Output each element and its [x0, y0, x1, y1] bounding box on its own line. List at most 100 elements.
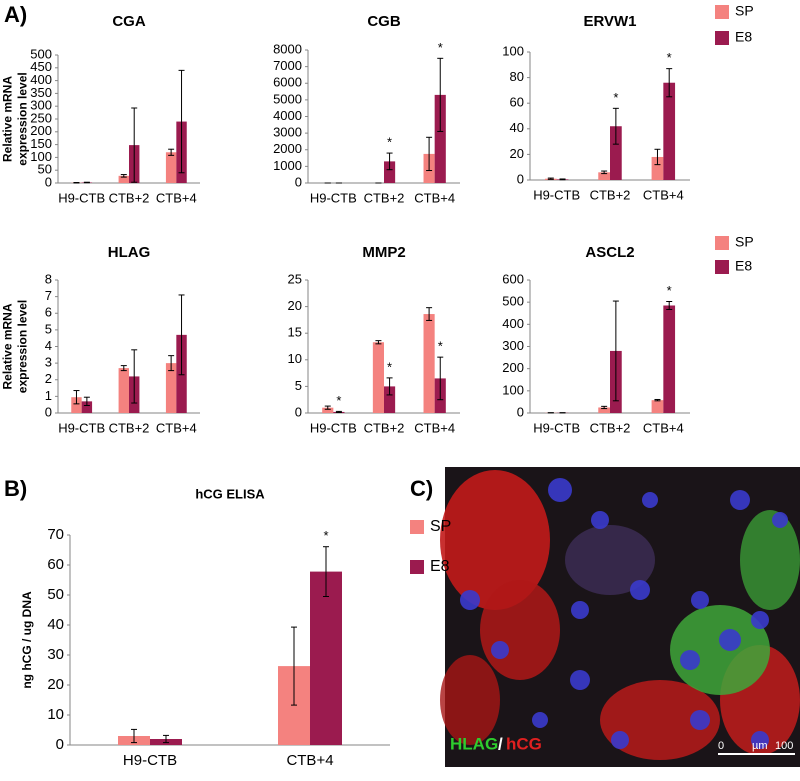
- y-tick-label: 30: [47, 646, 64, 663]
- y-tick-label: 7: [45, 288, 52, 303]
- significance-marker: *: [323, 528, 328, 543]
- y-tick-label: 200: [30, 123, 52, 138]
- x-tick-label: CTB+4: [643, 420, 684, 435]
- y-tick-label: 0: [295, 174, 302, 189]
- significance-marker: *: [387, 135, 392, 150]
- scale-label: 100: [775, 740, 793, 752]
- bar: [651, 400, 664, 413]
- bar: [71, 397, 82, 413]
- bar: [372, 342, 384, 413]
- y-tick-label: 8000: [273, 41, 302, 56]
- image-label: HLAG: [450, 734, 498, 753]
- y-axis-label: expression level: [16, 300, 30, 393]
- bar: [165, 363, 177, 413]
- bar: [384, 161, 396, 183]
- legend-label: SP: [735, 234, 754, 250]
- significance-marker: *: [438, 40, 443, 55]
- y-tick-label: 60: [47, 556, 64, 573]
- chart-title: ASCL2: [585, 244, 634, 261]
- y-tick-label: 250: [30, 110, 52, 125]
- y-tick-label: 5: [45, 321, 52, 336]
- scale-label: 0: [718, 740, 724, 752]
- y-tick-label: 3000: [273, 125, 302, 140]
- y-axis-label: ng hCG / ug DNA: [20, 591, 34, 689]
- y-tick-label: 4000: [273, 108, 302, 123]
- y-tick-label: 5000: [273, 91, 302, 106]
- y-tick-label: 50: [47, 586, 64, 603]
- y-tick-label: 8: [45, 271, 52, 286]
- y-tick-label: 6000: [273, 75, 302, 90]
- bar: [663, 82, 676, 180]
- y-tick-label: 600: [502, 271, 524, 286]
- y-tick-label: 1000: [273, 158, 302, 173]
- legend-label: SP: [430, 518, 451, 535]
- y-tick-label: 300: [30, 98, 52, 113]
- significance-marker: *: [336, 393, 341, 408]
- x-tick-label: H9-CTB: [310, 190, 357, 205]
- chart-title: MMP2: [362, 244, 405, 261]
- x-tick-label: CTB+4: [156, 190, 197, 205]
- y-tick-label: 3: [45, 355, 52, 370]
- legend-swatch: [715, 260, 729, 274]
- chart-title: hCG ELISA: [195, 486, 265, 501]
- bar: [165, 152, 177, 183]
- bar: [118, 368, 129, 413]
- y-tick-label: 10: [288, 351, 302, 366]
- x-tick-label: CTB+2: [109, 420, 150, 435]
- y-tick-label: 15: [288, 325, 302, 340]
- x-tick-label: CTB+4: [643, 187, 684, 202]
- y-tick-label: 50: [38, 162, 52, 177]
- x-tick-label: CTB+4: [414, 420, 455, 435]
- x-tick-label: CTB+2: [364, 190, 405, 205]
- y-tick-label: 100: [30, 149, 52, 164]
- legend-swatch: [410, 560, 424, 574]
- significance-marker: *: [667, 50, 672, 65]
- y-tick-label: 60: [510, 95, 524, 110]
- bar: [598, 407, 610, 413]
- x-tick-label: CTB+4: [156, 420, 197, 435]
- panel-label: C): [410, 476, 433, 501]
- micrograph: [440, 467, 800, 767]
- y-tick-label: 20: [47, 676, 64, 693]
- y-tick-label: 4: [45, 338, 52, 353]
- y-tick-label: 500: [30, 46, 52, 61]
- y-tick-label: 150: [30, 136, 52, 151]
- bar: [310, 571, 342, 745]
- x-tick-label: CTB+2: [590, 420, 631, 435]
- x-tick-label: CTB+4: [414, 190, 455, 205]
- y-tick-label: 6: [45, 305, 52, 320]
- y-tick-label: 5: [295, 378, 302, 393]
- y-tick-label: 500: [502, 294, 524, 309]
- x-tick-label: CTB+2: [364, 420, 405, 435]
- x-tick-label: H9-CTB: [123, 752, 177, 769]
- chart-title: ERVW1: [583, 13, 636, 30]
- y-tick-label: 25: [288, 271, 302, 286]
- bar: [663, 305, 676, 413]
- y-tick-label: 100: [502, 43, 524, 58]
- x-tick-label: CTB+4: [286, 752, 333, 769]
- x-tick-label: H9-CTB: [58, 190, 105, 205]
- y-tick-label: 400: [502, 316, 524, 331]
- panel-label: B): [4, 476, 27, 501]
- y-tick-label: 2: [45, 371, 52, 386]
- y-tick-label: 80: [510, 69, 524, 84]
- bar: [118, 175, 129, 183]
- legend-label: E8: [735, 258, 752, 274]
- y-tick-label: 70: [47, 526, 64, 543]
- bar: [423, 314, 435, 413]
- image-label: hCG: [506, 734, 542, 753]
- x-tick-label: H9-CTB: [58, 420, 105, 435]
- legend-swatch: [715, 5, 729, 19]
- bar: [598, 172, 610, 180]
- x-tick-label: H9-CTB: [310, 420, 357, 435]
- y-tick-label: 20: [510, 146, 524, 161]
- significance-marker: *: [438, 339, 443, 354]
- y-axis-label: expression level: [16, 72, 30, 165]
- y-tick-label: 40: [510, 120, 524, 135]
- bar: [651, 156, 664, 180]
- bar: [434, 94, 446, 183]
- bar: [81, 401, 93, 413]
- y-tick-label: 1: [45, 388, 52, 403]
- bar: [384, 386, 396, 413]
